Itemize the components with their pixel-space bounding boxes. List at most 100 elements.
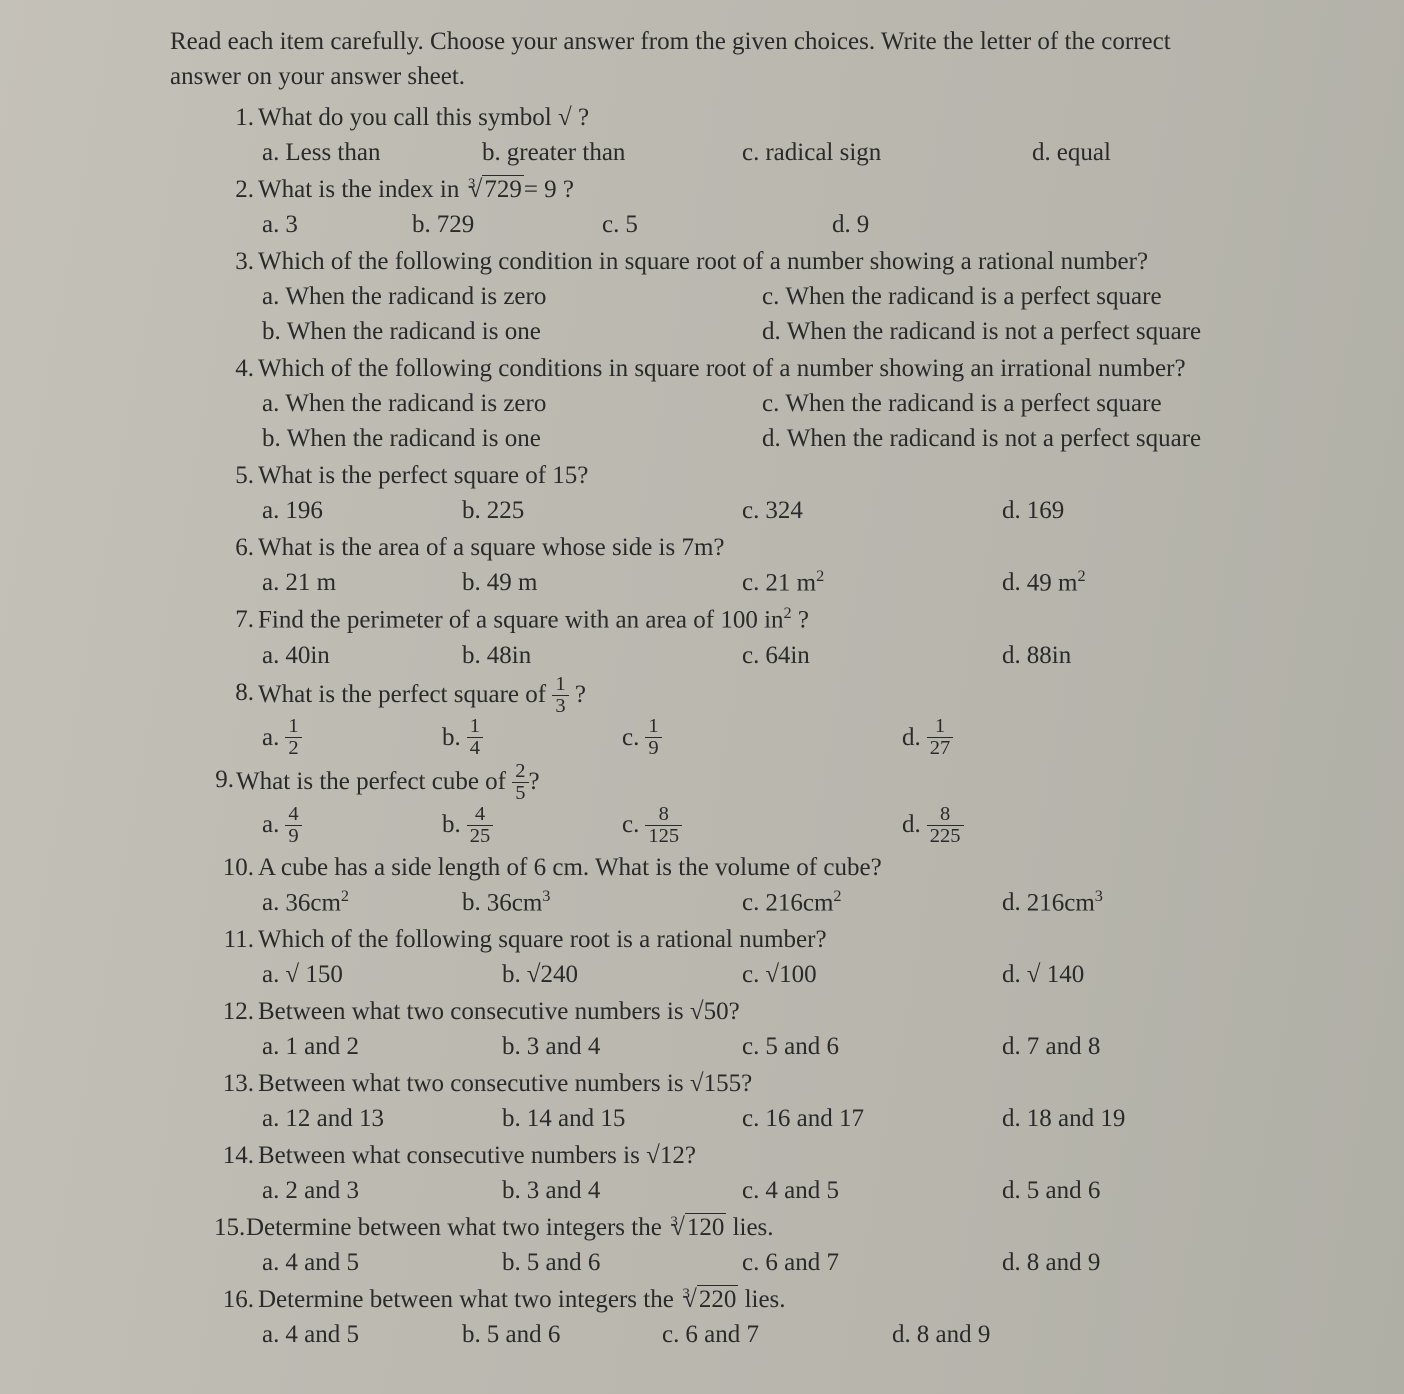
q12-b-text: 3 and 4 — [527, 1033, 601, 1060]
sup-2: 2 — [341, 887, 349, 905]
question-8: 8. What is the perfect square of 13 ? a.… — [214, 675, 1376, 761]
label-a: a. — [262, 497, 279, 524]
q5-b-text: 225 — [487, 497, 525, 524]
q16-c-text: 6 and 7 — [685, 1321, 759, 1348]
q2-opt-a: a.3 — [262, 207, 412, 242]
q1-b-text: greater than — [507, 139, 626, 166]
q3-a-text: When the radicand is zero — [285, 283, 546, 310]
q3-c-text: When the radicand is a perfect square — [785, 283, 1161, 310]
q2-opt-c: c.5 — [602, 207, 832, 242]
q7-opt-d: d.88in — [1002, 638, 1071, 673]
label-b: b. — [462, 642, 481, 669]
q9-stem-a: What is the perfect cube of — [236, 768, 512, 795]
label-b: b. — [462, 1321, 481, 1348]
q8-stem-a: What is the perfect square of — [258, 681, 552, 708]
q3-stem: Which of the following condition in squa… — [258, 244, 1376, 279]
q14-opt-a: a.2 and 3 — [262, 1173, 502, 1208]
q3-opt-b: b.When the radicand is one — [262, 314, 742, 349]
q3-choices: a.When the radicand is zero c.When the r… — [262, 279, 1376, 349]
question-14: 14. Between what consecutive numbers is … — [214, 1138, 1376, 1208]
label-b: b. — [502, 1177, 521, 1204]
fraction: 25 — [512, 761, 528, 804]
label-a: a. — [262, 961, 279, 988]
q4-opt-d: d.When the radicand is not a perfect squ… — [762, 421, 1376, 456]
q4-number: 4. — [214, 351, 254, 386]
q15-stem-b: lies. — [726, 1214, 773, 1241]
q9-opt-d: d.8225 — [902, 805, 964, 848]
root-arg: 729 — [482, 175, 524, 203]
frac-d: 125 — [645, 826, 682, 847]
q1-d-text: equal — [1057, 139, 1111, 166]
q6-stem: What is the area of a square whose side … — [258, 530, 1376, 565]
label-d: d. — [1002, 889, 1021, 916]
q13-number: 13. — [214, 1066, 254, 1101]
q9-opt-b: b.425 — [442, 805, 622, 848]
label-d: d. — [902, 811, 921, 838]
q13-opt-c: c.16 and 17 — [742, 1101, 1002, 1136]
q15-opt-b: b.5 and 6 — [502, 1245, 742, 1280]
q16-d-text: 8 and 9 — [917, 1321, 991, 1348]
q2-stem-a: What is the index in — [258, 176, 466, 203]
q5-choices: a.196 b.225 c.324 d.169 — [262, 493, 1376, 528]
q1-number: 1. — [214, 100, 254, 135]
label-b: b. — [442, 724, 461, 751]
q13-arg: 155 — [704, 1070, 742, 1097]
label-c: c. — [622, 724, 639, 751]
label-d: d. — [762, 425, 781, 452]
q2-eq: = 9 ? — [524, 176, 574, 203]
question-list: 1. What do you call this symbol √ ? a.Le… — [214, 100, 1376, 1352]
q11-d-text: 140 — [1047, 961, 1085, 988]
q5-number: 5. — [214, 458, 254, 493]
label-d: d. — [1002, 642, 1021, 669]
q14-opt-d: d.5 and 6 — [1002, 1173, 1100, 1208]
label-c: c. — [762, 390, 779, 417]
q11-opt-d: d.√ 140 — [1002, 957, 1084, 992]
label-a: a. — [262, 139, 279, 166]
label-a: a. — [262, 1177, 279, 1204]
q2-b-text: 729 — [437, 211, 475, 238]
q9-opt-c: c.8125 — [622, 805, 902, 848]
q7-opt-a: a.40in — [262, 638, 462, 673]
frac-d: 27 — [927, 738, 954, 759]
frac-d: 225 — [927, 826, 964, 847]
q12-opt-b: b.3 and 4 — [502, 1029, 742, 1064]
q15-choices: a.4 and 5 b.5 and 6 c.6 and 7 d.8 and 9 — [262, 1245, 1376, 1280]
label-a: a. — [262, 1105, 279, 1132]
fraction: 8125 — [645, 804, 682, 847]
q14-opt-c: c.4 and 5 — [742, 1173, 1002, 1208]
label-c: c. — [742, 1249, 759, 1276]
frac-d: 5 — [512, 783, 528, 804]
label-b: b. — [502, 1249, 521, 1276]
label-d: d. — [1002, 1249, 1021, 1276]
label-b: b. — [502, 961, 521, 988]
q11-choices: a.√ 150 b.√240 c.√100 d.√ 140 — [262, 957, 1376, 992]
frac-d: 9 — [645, 738, 661, 759]
q10-opt-b: b.36cm3 — [462, 885, 742, 920]
q13-a-text: 12 and 13 — [285, 1105, 384, 1132]
q16-choices: a.4 and 5 b.5 and 6 c.6 and 7 d.8 and 9 — [262, 1317, 1376, 1352]
label-b: b. — [462, 497, 481, 524]
q7-d-text: 88in — [1027, 642, 1071, 669]
q1-stem-b: ? — [572, 104, 589, 131]
q3-opt-d: d.When the radicand is not a perfect squ… — [762, 314, 1376, 349]
q1-stem-a: What do you call this symbol — [258, 104, 558, 131]
label-a: a. — [262, 811, 279, 838]
q13-d-text: 18 and 19 — [1027, 1105, 1126, 1132]
q2-d-text: 9 — [857, 211, 870, 238]
label-d: d. — [902, 724, 921, 751]
label-c: c. — [742, 889, 759, 916]
frac-d: 9 — [285, 826, 301, 847]
q5-stem: What is the perfect square of 15? — [258, 458, 1376, 493]
q10-number: 10. — [214, 850, 254, 885]
frac-d: 4 — [467, 738, 483, 759]
q2-choices: a.3 b.729 c.5 d.9 — [262, 207, 1376, 242]
label-a: a. — [262, 724, 279, 751]
question-4: 4. Which of the following conditions in … — [214, 351, 1376, 456]
q12-c-text: 5 and 6 — [765, 1033, 839, 1060]
q13-choices: a.12 and 13 b.14 and 15 c.16 and 17 d.18… — [262, 1101, 1376, 1136]
q12-number: 12. — [214, 994, 254, 1029]
fraction: 425 — [467, 804, 494, 847]
q14-a-text: 2 and 3 — [285, 1177, 359, 1204]
question-15: 15. Determine between what two integers … — [214, 1210, 1376, 1280]
fraction: 8225 — [927, 804, 964, 847]
